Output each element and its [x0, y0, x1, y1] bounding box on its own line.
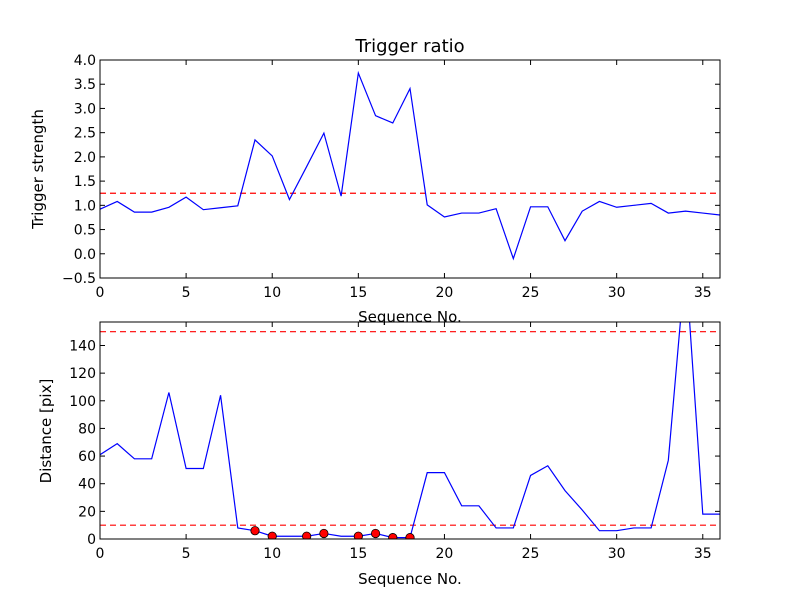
top-y-tick-label: 2.5 — [74, 126, 96, 142]
top-y-tick-label: 4.0 — [74, 53, 96, 69]
bottom-x-tick-label: 30 — [608, 546, 626, 562]
bottom-series — [100, 322, 720, 539]
bottom-threshold-lines — [100, 331, 720, 526]
top-x-axis-label: Sequence No. — [358, 308, 462, 326]
bottom-markers — [250, 526, 415, 539]
bottom-x-tick-label: 15 — [349, 546, 367, 562]
top-x-tick-label: 20 — [436, 285, 454, 301]
bottom-marker-point — [353, 531, 363, 539]
bottom-ticks: 0 5 10 15 20 25 30 35 0 20 40 60 80 100 120 140 — [69, 322, 720, 562]
top-series-line — [100, 70, 720, 261]
top-x-tick-label: 35 — [694, 285, 712, 301]
bottom-x-tick-label: 10 — [263, 546, 281, 562]
top-y-tick-label: 0.5 — [74, 223, 96, 239]
top-y-tick-label: 1.5 — [74, 174, 96, 190]
bottom-marker-point — [388, 533, 398, 539]
bottom-x-tick-label: 20 — [436, 546, 454, 562]
top-y-tick-label: 3.5 — [74, 77, 96, 93]
bottom-y-tick-label: 120 — [69, 366, 96, 382]
bottom-x-tick-label: 35 — [694, 546, 712, 562]
bottom-plot-frame — [99, 321, 721, 540]
top-x-tick-label: 15 — [349, 285, 367, 301]
top-ticks: 0 5 10 15 20 25 30 35 −0.5 0.0 0.5 1.0 1.5 2.0 2.5 3.0 3… — [62, 53, 720, 301]
top-y-tick-label: −0.5 — [62, 271, 96, 287]
top-x-tick-label: 5 — [182, 285, 191, 301]
bottom-y-axis-label: Distance [pix] — [37, 379, 55, 484]
bottom-x-tick-label: 5 — [182, 546, 191, 562]
top-series — [100, 70, 720, 261]
bottom-marker-point — [267, 531, 277, 539]
bottom-x-tick-label: 25 — [522, 546, 540, 562]
bottom-marker-point — [370, 528, 381, 539]
bottom-marker-point — [319, 528, 329, 539]
top-subplot: Trigger ratio 0 5 10 15 20 25 30 35 −0.5 0.0 0.5 1.… — [29, 36, 721, 326]
top-y-axis-label: Trigger strength — [29, 109, 47, 230]
bottom-y-tick-label: 140 — [69, 338, 96, 354]
bottom-y-tick-label: 100 — [69, 394, 96, 410]
bottom-x-axis-label: Sequence No. — [358, 570, 462, 588]
top-plot-frame — [99, 59, 721, 279]
bottom-y-tick-label: 20 — [78, 504, 96, 520]
bottom-y-tick-label: 40 — [78, 477, 96, 493]
bottom-marker-point — [405, 533, 415, 539]
top-y-tick-label: 1.0 — [74, 198, 96, 214]
top-x-tick-label: 10 — [263, 285, 281, 301]
top-y-tick-label: 2.0 — [74, 150, 96, 166]
top-x-tick-label: 30 — [608, 285, 626, 301]
bottom-subplot: 0 5 10 15 20 25 30 35 0 20 40 60 80 100 120 140 Sequenc… — [37, 321, 721, 588]
bottom-marker-point — [250, 526, 260, 536]
top-y-tick-label: 3.0 — [74, 101, 96, 117]
top-y-tick-label: 0.0 — [74, 247, 96, 263]
top-x-tick-label: 0 — [96, 285, 105, 301]
top-x-tick-label: 25 — [522, 285, 540, 301]
bottom-series-line — [100, 322, 720, 539]
bottom-y-tick-label: 60 — [78, 449, 96, 465]
bottom-marker-point — [302, 531, 312, 539]
bottom-y-tick-label: 80 — [78, 421, 96, 437]
bottom-y-tick-label: 0 — [87, 532, 96, 548]
top-chart-title: Trigger ratio — [354, 36, 464, 57]
bottom-x-tick-label: 0 — [96, 546, 105, 562]
